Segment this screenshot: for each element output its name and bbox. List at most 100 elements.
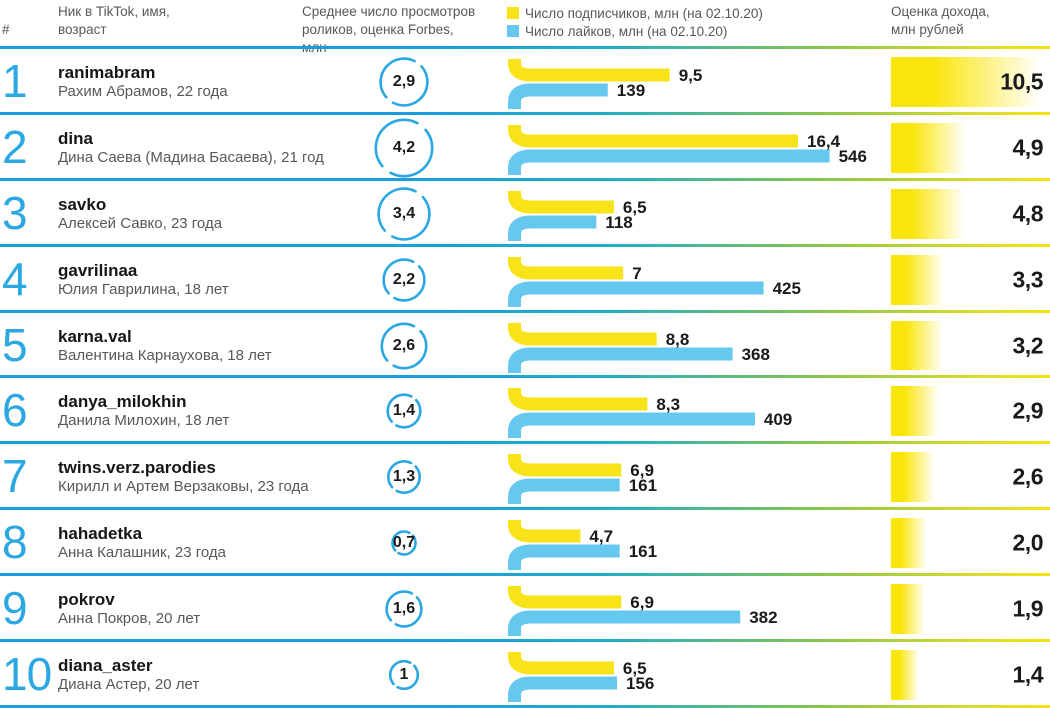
avg-views-circle-icon (388, 659, 420, 691)
avg-views-circle: 2,9 (372, 50, 436, 114)
tiktok-nickname: pokrov (58, 590, 115, 610)
table-row: 6 danya_milokhin Данила Милохин, 18 лет 1,4… (0, 378, 1050, 445)
subscribers-swatch-icon (507, 7, 519, 19)
likes-value: 118 (605, 213, 632, 232)
row-divider (0, 507, 1050, 511)
influencer-identity: diana_aster Диана Астер, 20 лет (58, 656, 199, 694)
tiktok-nickname: danya_milokhin (58, 392, 187, 412)
avg-views-circle: 2,6 (372, 314, 436, 378)
row-divider (0, 111, 1050, 115)
subscribers-bar (508, 586, 622, 609)
row-divider (0, 704, 1050, 708)
influencer-identity: karna.val Валентина Карнаухова, 18 лет (58, 327, 272, 365)
rank-number: 10 (2, 648, 52, 701)
table-row: 9 pokrov Анна Покров, 20 лет 1,6 6,9 382 1,9 (0, 576, 1050, 643)
influencer-identity: gavrilinaa Юлия Гаврилина, 18 лет (58, 261, 229, 299)
subscribers-bar (508, 124, 798, 148)
influencer-identity: twins.verz.parodies Кирилл и Артем Верзак… (58, 458, 309, 496)
likes-bar (508, 412, 755, 439)
tiktok-nickname: diana_aster (58, 655, 153, 675)
avg-views-circle-icon (377, 187, 431, 241)
tiktok-nickname: karna.val (58, 326, 132, 346)
rank-number: 3 (2, 186, 28, 239)
influencer-identity: danya_milokhin Данила Милохин, 18 лет (58, 392, 229, 430)
subscribers-value: 6,9 (630, 593, 654, 612)
subscribers-bar (508, 652, 614, 675)
income-value: 4,9 (1012, 134, 1044, 161)
rank-number: 4 (2, 252, 28, 305)
rank-number: 1 (2, 55, 28, 108)
subscribers-bar (508, 256, 624, 280)
avg-views-circle-icon (379, 57, 429, 107)
avg-views-value: 1,6 (392, 600, 416, 618)
likes-bar (508, 676, 617, 703)
avg-views-circle-icon (385, 590, 423, 628)
tiktok-nickname: savko (58, 194, 107, 214)
influencer-identity: pokrov Анна Покров, 20 лет (58, 590, 200, 628)
row-divider (0, 177, 1050, 181)
likes-bar (508, 149, 830, 175)
likes-value: 409 (764, 410, 792, 429)
real-name-age: Валентина Карнаухова, 18 лет (58, 346, 272, 364)
real-name-age: Алексей Савко, 23 года (58, 214, 223, 232)
likes-bar (508, 215, 597, 241)
rank-number: 5 (2, 318, 28, 371)
real-name-age: Юлия Гаврилина, 18 лет (58, 280, 229, 298)
row-divider (0, 441, 1050, 445)
tiktok-nickname: dina (58, 128, 93, 148)
income-value: 3,2 (1012, 332, 1044, 358)
real-name-age: Анна Калашник, 23 года (58, 544, 226, 562)
rank-number: 8 (2, 516, 28, 569)
subscribers-bar (508, 454, 622, 477)
avg-views-circle: 1,6 (372, 577, 436, 641)
real-name-age: Рахим Абрамов, 22 года (58, 82, 228, 100)
likes-bar (508, 478, 620, 505)
likes-bar (508, 281, 764, 307)
likes-value: 161 (629, 542, 657, 561)
likes-swatch-icon (507, 25, 519, 37)
table-row: 10 diana_aster Диана Астер, 20 лет 1 6,5 156 1… (0, 642, 1050, 708)
nick-column-header: Ник в TikTok, имя, возраст (58, 4, 170, 37)
row-divider (0, 573, 1050, 577)
subscribers-value: 6,5 (623, 198, 647, 217)
subscribers-value: 6,5 (623, 659, 647, 678)
avg-views-circle-icon (386, 460, 421, 495)
bars-chart: 7 425 (508, 256, 801, 307)
likes-value: 425 (773, 279, 801, 298)
legend: Число подписчиков, млн (на 02.10.20) Чис… (507, 4, 763, 40)
subscribers-bar (508, 388, 648, 411)
rank-column-header: # (2, 22, 10, 37)
income-value: 4,8 (1012, 200, 1044, 227)
income-bar (891, 254, 944, 305)
table-row: 2 dina Дина Саева (Мадина Басаева), 21 год… (0, 115, 1050, 181)
bars-chart: 9,5 139 (508, 59, 703, 109)
row-divider (0, 375, 1050, 379)
avg-views-value: 2,2 (392, 270, 416, 288)
tiktok-nickname: twins.verz.parodies (58, 458, 216, 478)
subscribers-value: 16,4 (807, 132, 841, 151)
avg-views-value: 1 (399, 666, 409, 684)
likes-value: 382 (749, 608, 777, 627)
bars-chart: 6,9 382 (508, 586, 778, 637)
avg-views-column-header: Среднее число просмотров роликов, оценка… (302, 4, 476, 55)
income-bar (891, 320, 943, 371)
income-value: 2,6 (1012, 463, 1044, 490)
avg-views-circle-icon (382, 257, 426, 302)
avg-views-circle-icon (386, 393, 422, 430)
avg-views-circle-icon (380, 322, 428, 370)
ranking-rows: 1 ranimabram Рахим Абрамов, 22 года 2,9 9,5 1… (0, 49, 1050, 708)
table-row: 4 gavrilinaa Юлия Гаврилина, 18 лет 2,2 7 425… (0, 247, 1050, 313)
subscribers-bar (508, 322, 657, 346)
influencer-identity: ranimabram Рахим Абрамов, 22 года (58, 63, 228, 101)
avg-views-circle: 3,4 (372, 182, 436, 246)
avg-views-value: 2,9 (392, 73, 416, 90)
income-bar (891, 188, 964, 239)
income-value: 1,9 (1012, 595, 1044, 622)
subscribers-value: 9,5 (679, 66, 703, 85)
influencer-identity: savko Алексей Савко, 23 года (58, 195, 222, 233)
avg-views-circle: 4,2 (372, 116, 436, 180)
row-divider (0, 309, 1050, 313)
